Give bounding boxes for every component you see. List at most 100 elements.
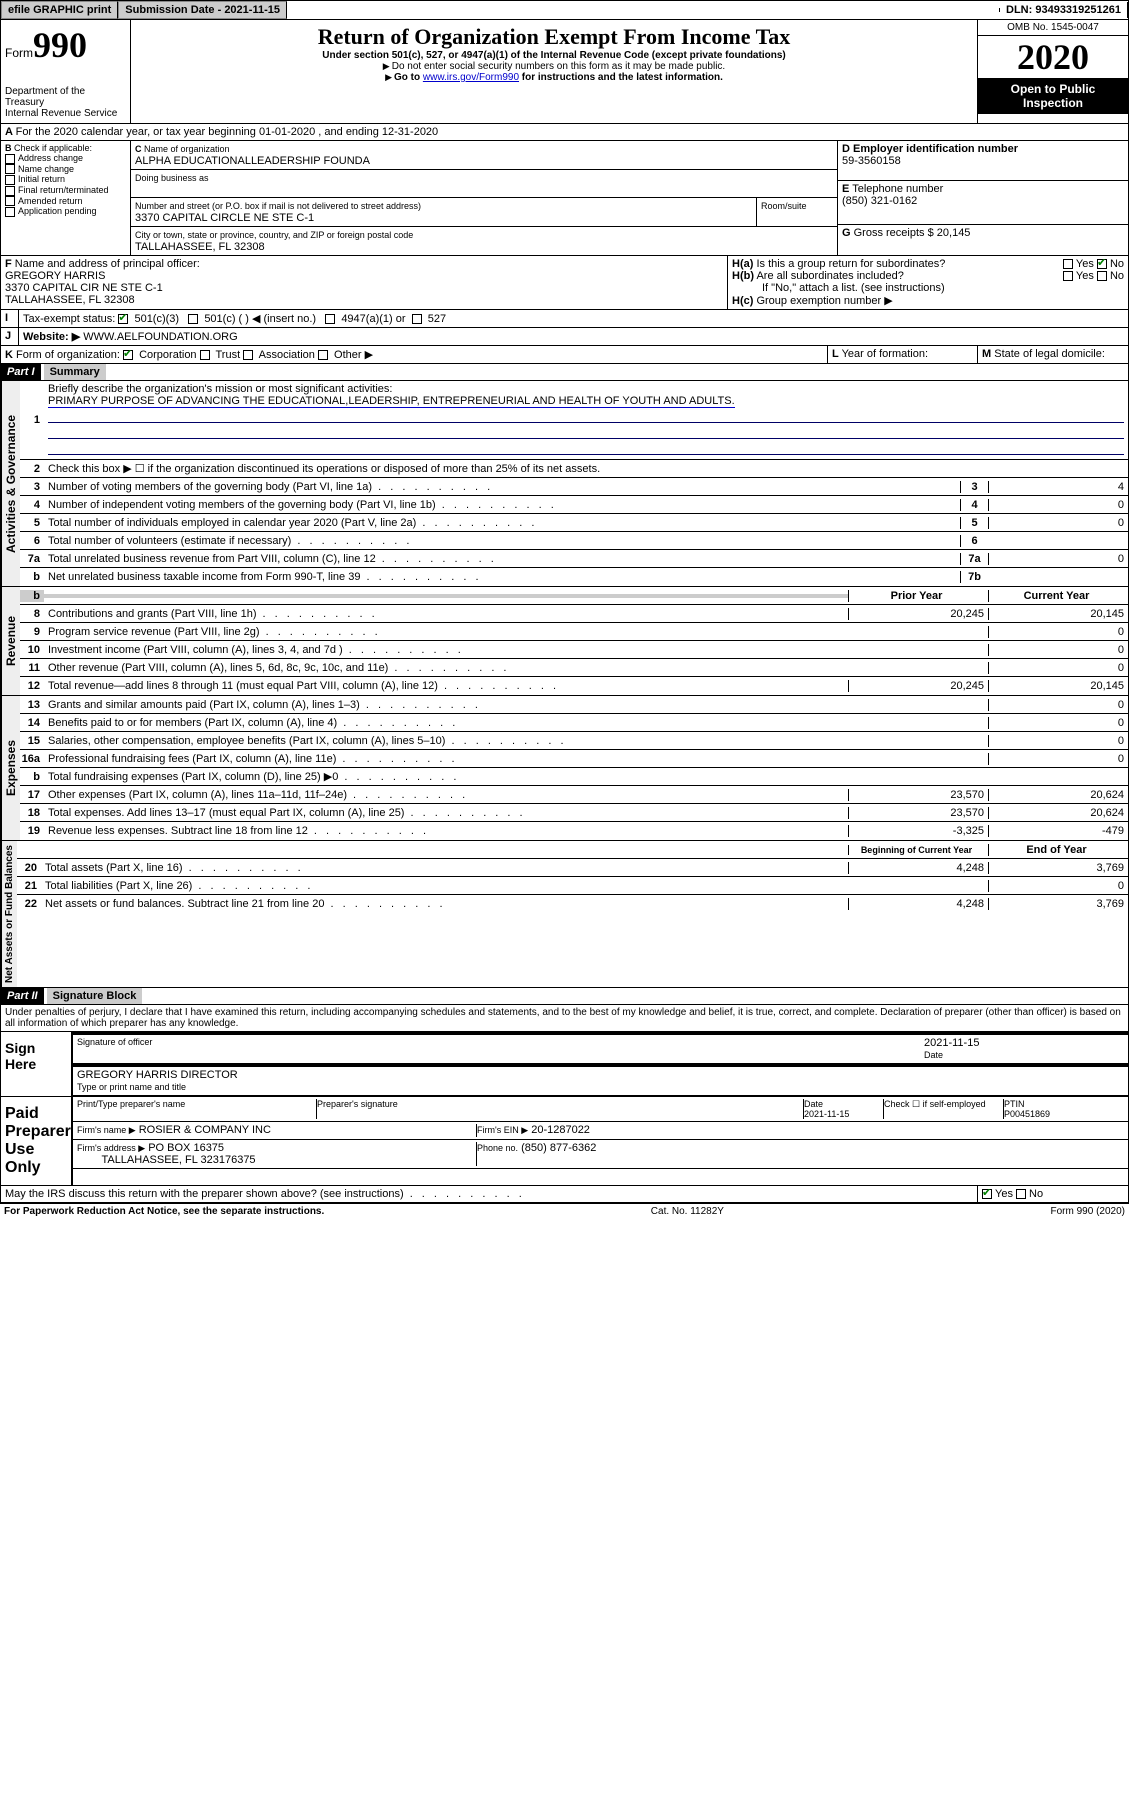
line-val: 0 xyxy=(988,517,1128,529)
ein-value: 59-3560158 xyxy=(842,155,901,167)
line-num: 7a xyxy=(960,553,988,565)
k-trust[interactable]: Trust xyxy=(215,349,240,361)
firm-name: ROSIER & COMPANY INC xyxy=(139,1124,271,1136)
curr-val: 0 xyxy=(988,699,1128,711)
cb-addr[interactable]: Address change xyxy=(18,153,83,163)
goto-pre: Go to xyxy=(394,72,423,83)
curr-val: 20,624 xyxy=(988,807,1128,819)
room-label: Room/suite xyxy=(761,201,807,211)
revenue-block: Revenue b Prior Year Current Year 8Contr… xyxy=(0,587,1129,696)
hc-label: Group exemption number ▶ xyxy=(756,295,892,307)
col-curr: Current Year xyxy=(988,590,1128,602)
part1-title: Summary xyxy=(44,364,106,380)
line-desc: Contributions and grants (Part VIII, lin… xyxy=(44,606,848,622)
ptin-lbl: PTIN xyxy=(1004,1099,1025,1109)
irs-link[interactable]: www.irs.gov/Form990 xyxy=(423,72,519,83)
side-activities: Activities & Governance xyxy=(1,381,20,586)
year-range: For the 2020 calendar year, or tax year … xyxy=(16,126,439,138)
hb-no[interactable]: No xyxy=(1110,270,1124,282)
firm-name-lbl: Firm's name ▶ xyxy=(77,1125,136,1135)
i-527[interactable]: 527 xyxy=(428,313,446,325)
i-501c[interactable]: 501(c) ( ) ◀ (insert no.) xyxy=(204,313,316,325)
form-title: Return of Organization Exempt From Incom… xyxy=(135,24,973,50)
officer-block: F Name and address of principal officer:… xyxy=(0,256,1129,310)
line-desc: Grants and similar amounts paid (Part IX… xyxy=(44,697,848,713)
self-emp[interactable]: Check ☐ if self-employed xyxy=(884,1099,1004,1119)
cb-name[interactable]: Name change xyxy=(18,164,74,174)
officer-addr1: 3370 CAPITAL CIR NE STE C-1 xyxy=(5,282,163,294)
h-note: If "No," attach a list. (see instruction… xyxy=(732,282,1124,294)
prior-val: 4,248 xyxy=(848,862,988,874)
i-4947[interactable]: 4947(a)(1) or xyxy=(341,313,405,325)
dba-label: Doing business as xyxy=(135,173,209,183)
curr-val: 0 xyxy=(988,753,1128,765)
curr-val: 20,145 xyxy=(988,608,1128,620)
l1-label: Briefly describe the organization's miss… xyxy=(48,383,392,395)
footer-left: For Paperwork Reduction Act Notice, see … xyxy=(4,1206,324,1217)
l2-text: Check this box ▶ ☐ if the organization d… xyxy=(44,460,1128,477)
line-val: 0 xyxy=(988,553,1128,565)
c-name-label: Name of organization xyxy=(144,144,230,154)
cb-initial[interactable]: Initial return xyxy=(18,174,65,184)
discuss-yes[interactable]: Yes xyxy=(995,1188,1013,1200)
line-num: 3 xyxy=(960,481,988,493)
hb-yes[interactable]: Yes xyxy=(1076,270,1094,282)
tax-year: 2020 xyxy=(978,36,1128,78)
website-value: WWW.AELFOUNDATION.ORG xyxy=(83,331,237,343)
goto-post: for instructions and the latest informat… xyxy=(519,72,723,83)
curr-val: 0 xyxy=(988,626,1128,638)
line-val: 0 xyxy=(988,499,1128,511)
line-num: 5 xyxy=(960,517,988,529)
k-label: Form of organization: xyxy=(16,349,120,361)
cb-pending[interactable]: Application pending xyxy=(18,206,97,216)
curr-val: 3,769 xyxy=(988,898,1128,910)
open-public: Open to Public Inspection xyxy=(978,78,1128,114)
line-num: 4 xyxy=(960,499,988,511)
line-num: 6 xyxy=(960,535,988,547)
row-a: A For the 2020 calendar year, or tax yea… xyxy=(0,124,1129,141)
discuss-no[interactable]: No xyxy=(1029,1188,1043,1200)
k-other[interactable]: Other ▶ xyxy=(334,349,373,361)
line-desc: Revenue less expenses. Subtract line 18 … xyxy=(44,823,848,839)
j-label: Website: ▶ xyxy=(23,331,80,343)
curr-val: -479 xyxy=(988,825,1128,837)
curr-val: 3,769 xyxy=(988,862,1128,874)
line-desc: Total number of volunteers (estimate if … xyxy=(44,533,960,549)
part2-title: Signature Block xyxy=(47,988,143,1004)
net-assets-block: Net Assets or Fund Balances Beginning of… xyxy=(0,841,1129,988)
sign-here-block: Sign Here Signature of officer 2021-11-1… xyxy=(0,1032,1129,1097)
cb-amended[interactable]: Amended return xyxy=(18,196,83,206)
ha-yes[interactable]: Yes xyxy=(1076,258,1094,270)
ha-no[interactable]: No xyxy=(1110,258,1124,270)
line-desc: Total expenses. Add lines 13–17 (must eq… xyxy=(44,805,848,821)
sig-date-val: 2021-11-15 xyxy=(924,1037,979,1049)
k-corp[interactable]: Corporation xyxy=(139,349,196,361)
phone-label: Telephone number xyxy=(852,183,943,195)
k-assoc[interactable]: Association xyxy=(259,349,315,361)
curr-val: 20,145 xyxy=(988,680,1128,692)
org-address: 3370 CAPITAL CIRCLE NE STE C-1 xyxy=(135,212,314,224)
form-number: 990 xyxy=(33,25,87,65)
line-desc: Number of voting members of the governin… xyxy=(44,479,960,495)
line-desc: Total fundraising expenses (Part IX, col… xyxy=(44,768,848,785)
line-desc: Program service revenue (Part VIII, line… xyxy=(44,624,848,640)
side-revenue: Revenue xyxy=(1,587,20,695)
prior-val: -3,325 xyxy=(848,825,988,837)
part2-hdr: Part II xyxy=(1,988,44,1004)
line-desc: Total assets (Part X, line 16) xyxy=(41,860,848,876)
prior-val: 4,248 xyxy=(848,898,988,910)
col-prior: Prior Year xyxy=(848,590,988,602)
i-501c3[interactable]: 501(c)(3) xyxy=(134,313,179,325)
footer-right: Form 990 (2020) xyxy=(1051,1206,1125,1217)
line-desc: Net unrelated business taxable income fr… xyxy=(44,569,960,585)
firm-phone: (850) 877-6362 xyxy=(521,1142,596,1154)
line-val: 4 xyxy=(988,481,1128,493)
cb-final[interactable]: Final return/terminated xyxy=(18,185,109,195)
firm-ein-lbl: Firm's EIN ▶ xyxy=(477,1125,528,1135)
line-desc: Other revenue (Part VIII, column (A), li… xyxy=(44,660,848,676)
line-desc: Benefits paid to or for members (Part IX… xyxy=(44,715,848,731)
curr-val: 0 xyxy=(988,880,1128,892)
efile-button[interactable]: efile GRAPHIC print xyxy=(1,1,118,19)
curr-val: 0 xyxy=(988,735,1128,747)
firm-ein: 20-1287022 xyxy=(531,1124,590,1136)
